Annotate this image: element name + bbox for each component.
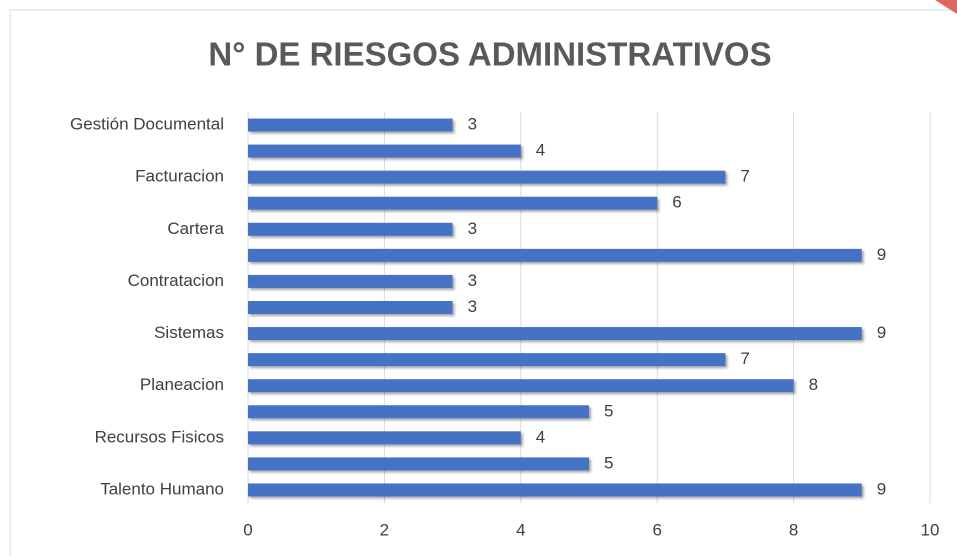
bar — [248, 405, 589, 419]
data-label: 6 — [672, 193, 681, 212]
y-tick-label: Gestión Documental — [70, 115, 224, 134]
data-label: 5 — [604, 401, 613, 420]
bar — [248, 274, 453, 288]
data-label: 5 — [604, 453, 613, 472]
data-label: 3 — [468, 297, 477, 316]
data-label: 8 — [809, 375, 818, 394]
data-label: 7 — [740, 167, 749, 186]
chart-title: N° DE RIESGOS ADMINISTRATIVOS — [208, 36, 771, 73]
x-tick-label: 0 — [243, 520, 252, 539]
data-label: 7 — [740, 349, 749, 368]
y-tick-label: Planeacion — [140, 375, 224, 394]
y-tick-label: Talento Humano — [100, 479, 224, 498]
x-tick-label: 4 — [516, 520, 525, 539]
data-label: 3 — [468, 219, 477, 238]
data-label: 9 — [877, 479, 886, 498]
data-label: 9 — [877, 245, 886, 264]
bar — [248, 483, 862, 497]
data-label: 3 — [468, 115, 477, 134]
bar — [248, 457, 589, 471]
y-tick-label: Recursos Fisicos — [95, 427, 224, 446]
bar — [248, 301, 453, 314]
x-tick-label: 2 — [380, 520, 389, 539]
data-label: 9 — [877, 323, 886, 342]
bar — [248, 222, 453, 236]
bar — [248, 327, 862, 341]
data-label: 3 — [468, 271, 477, 290]
bar — [248, 379, 794, 393]
data-label: 4 — [536, 427, 545, 446]
corner-mark — [935, 0, 957, 14]
bar — [248, 248, 862, 262]
y-tick-label: Sistemas — [154, 323, 224, 342]
bar — [248, 170, 726, 184]
bar — [248, 196, 658, 210]
bar — [248, 144, 521, 158]
y-tick-label: Cartera — [167, 219, 224, 238]
y-tick-label: Facturacion — [135, 167, 224, 186]
bar — [248, 118, 453, 132]
bar — [248, 431, 521, 445]
x-tick-label: 8 — [789, 520, 798, 539]
data-label: 4 — [536, 141, 545, 160]
y-tick-label: Contratacion — [128, 271, 224, 290]
x-tick-label: 10 — [921, 520, 940, 539]
bar — [248, 353, 726, 367]
x-tick-label: 6 — [652, 520, 661, 539]
